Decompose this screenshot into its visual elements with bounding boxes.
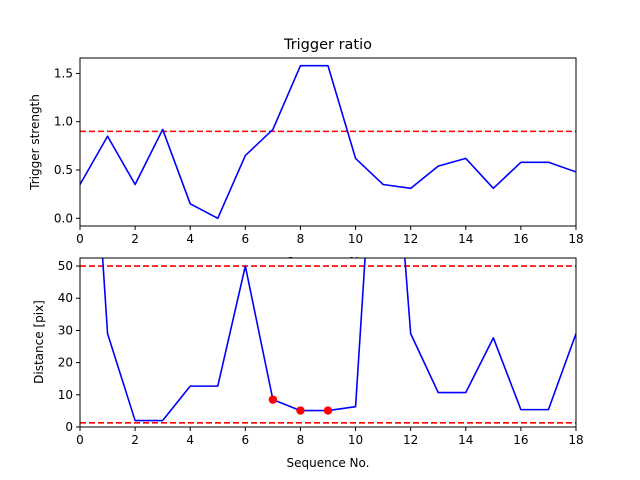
plot-marks	[80, 64, 576, 220]
x-tick-label: 10	[348, 433, 363, 447]
y-axis-ticks: 0.0 0.5 1.0 1.5	[54, 66, 80, 225]
x-tick-label: 0	[76, 232, 84, 246]
highlight-point	[268, 395, 278, 404]
plot-frame	[79, 57, 577, 227]
y-tick-label: 0	[65, 420, 73, 434]
x-tick-label: 4	[186, 232, 194, 246]
y-axis-label: Trigger strength	[28, 94, 42, 191]
x-tick-label: 12	[403, 433, 418, 447]
y-tick-label: 30	[58, 323, 73, 337]
x-tick-label: 2	[131, 433, 139, 447]
x-tick-label: 6	[242, 433, 250, 447]
x-tick-label: 10	[348, 232, 363, 246]
x-tick-label: 6	[242, 232, 250, 246]
y-axis-ticks: 0 10 20 30 40 50	[58, 259, 80, 434]
x-tick-label: 4	[186, 433, 194, 447]
x-tick-label: 14	[458, 433, 473, 447]
y-axis-label: Distance [pix]	[32, 300, 46, 384]
x-tick-label: 18	[568, 232, 583, 246]
x-tick-label: 0	[76, 433, 84, 447]
distance-panel: 0 2 4 6 8 10 12 14 16 18 0 10 20 30 40 50 Sequence No.…	[32, 257, 584, 470]
y-tick-label: 0.5	[54, 163, 73, 177]
x-axis-label: Sequence No.	[287, 456, 370, 470]
x-tick-label: 14	[458, 232, 473, 246]
plot-marks	[80, 258, 576, 424]
highlight-point	[296, 406, 305, 415]
y-tick-label: 50	[58, 259, 73, 273]
x-tick-label: 12	[403, 232, 418, 246]
y-tick-label: 40	[58, 291, 73, 305]
y-tick-label: 1.5	[54, 66, 73, 80]
y-tick-label: 1.0	[54, 115, 73, 129]
y-tick-label: 20	[58, 356, 73, 370]
y-tick-label: 10	[58, 388, 73, 402]
chart-title: Trigger ratio	[283, 37, 372, 53]
x-tick-label: 18	[568, 433, 583, 447]
x-tick-label: 2	[131, 232, 139, 246]
highlight-point	[323, 406, 333, 415]
x-axis-ticks: 0 2 4 6 8 10 12 14 16 18	[76, 427, 584, 447]
x-tick-label: 16	[513, 433, 528, 447]
plot-area	[80, 258, 576, 427]
x-axis-ticks: 0 2 4 6 8 10 12 14 16 18	[76, 226, 584, 246]
y-tick-label: 0.0	[54, 211, 73, 225]
x-tick-label: 8	[297, 232, 305, 246]
series-line	[80, 64, 576, 220]
x-tick-label: 16	[513, 232, 528, 246]
x-tick-label: 8	[297, 433, 305, 447]
plot-area	[80, 58, 576, 226]
plot-frame	[79, 257, 577, 428]
trigger-ratio-panel: Trigger ratio 0 2 4 6 8 10 12 14 16 18 0.0 0.5 1.0 1…	[28, 37, 584, 269]
